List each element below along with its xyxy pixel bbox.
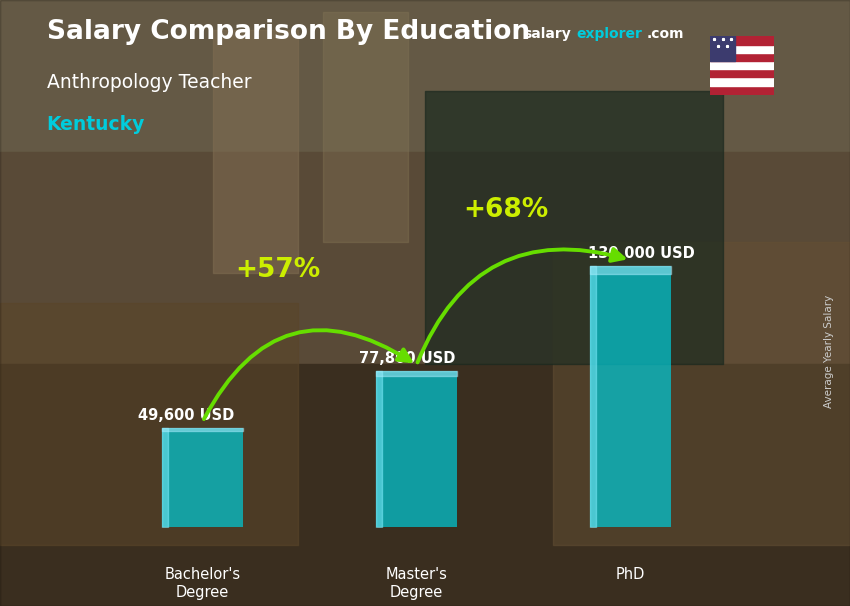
Text: 49,600 USD: 49,600 USD (139, 408, 235, 422)
Text: Kentucky: Kentucky (47, 115, 145, 135)
Text: .com: .com (647, 27, 684, 41)
Text: salary: salary (523, 27, 570, 41)
Text: Average Yearly Salary: Average Yearly Salary (824, 295, 834, 408)
Text: +68%: +68% (464, 197, 549, 223)
Text: Bachelor's
Degree: Bachelor's Degree (165, 567, 241, 600)
Text: Anthropology Teacher: Anthropology Teacher (47, 73, 252, 92)
Text: explorer: explorer (576, 27, 642, 41)
Bar (376, 371, 457, 527)
Text: 77,800 USD: 77,800 USD (359, 351, 455, 366)
Bar (162, 428, 243, 527)
Text: Salary Comparison By Education: Salary Comparison By Education (47, 19, 530, 45)
Text: PhD: PhD (615, 567, 645, 582)
Text: Master's
Degree: Master's Degree (386, 567, 447, 600)
Text: +57%: +57% (235, 257, 320, 283)
Text: 130,000 USD: 130,000 USD (587, 246, 694, 261)
Bar (590, 266, 671, 527)
